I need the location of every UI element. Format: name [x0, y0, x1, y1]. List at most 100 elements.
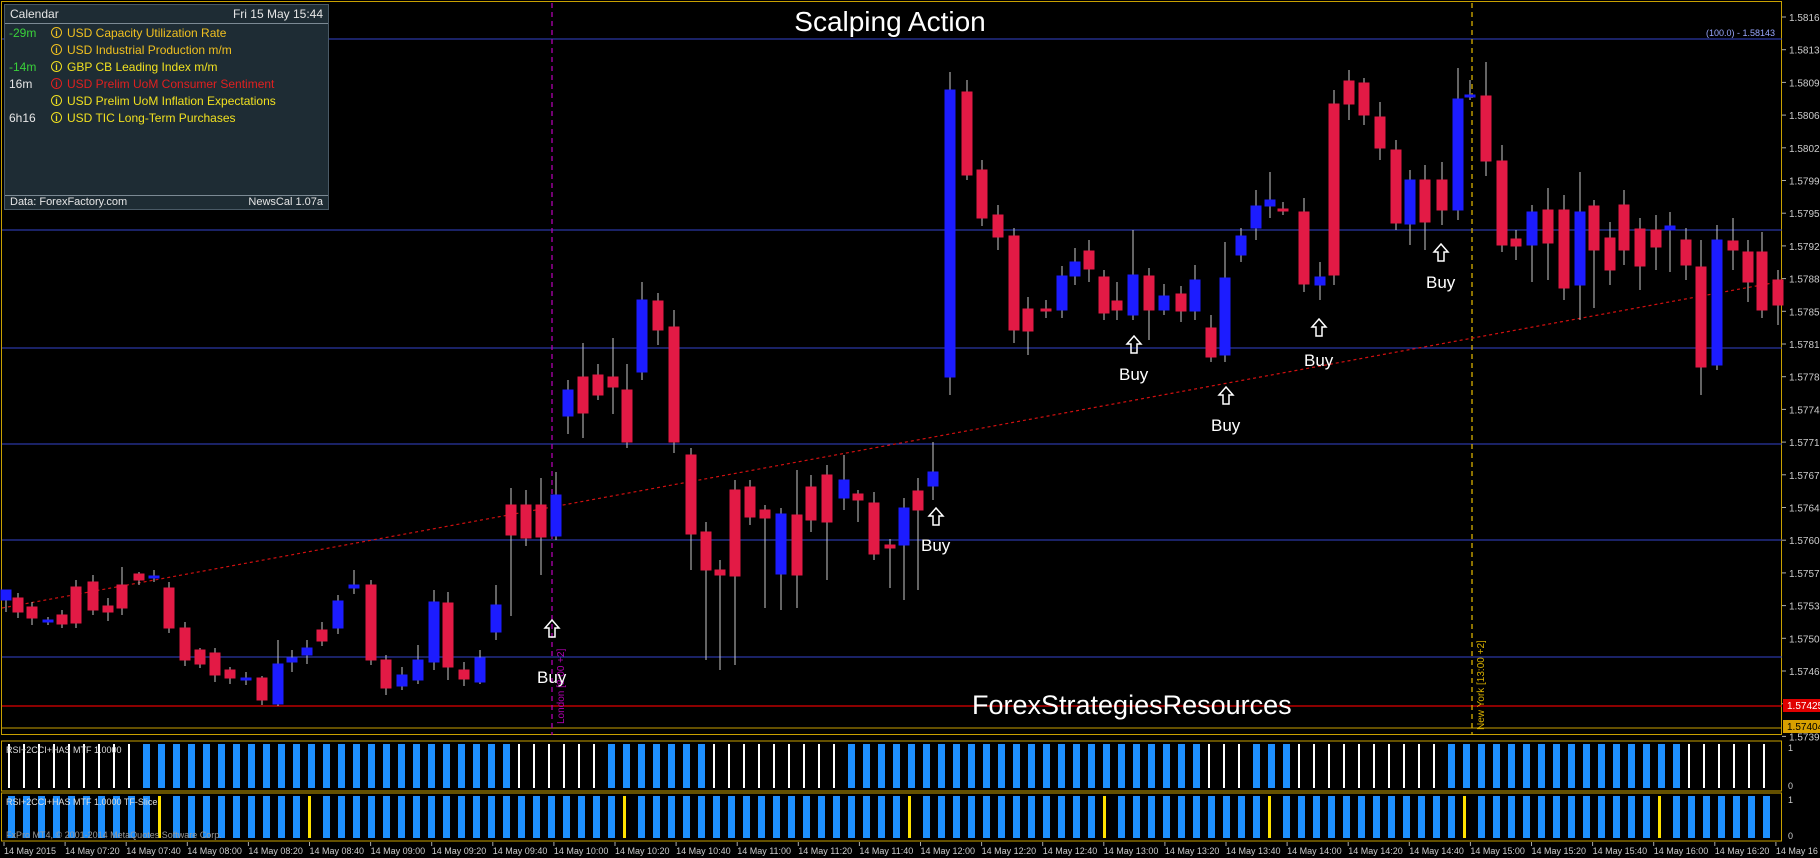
histogram-bar [203, 744, 210, 788]
candle-body [396, 674, 408, 687]
candle-body [927, 471, 939, 487]
histogram-bar [1223, 744, 1225, 788]
time-tick-label: 14 May 08:20 [248, 846, 303, 856]
copyright-text: FxPro MT4, © 2001-2014 MetaQuotes Softwa… [6, 830, 222, 840]
calendar-event-row[interactable]: i USD Prelim UoM Inflation Expectations [5, 92, 328, 109]
histogram-bar [743, 744, 745, 788]
histogram-bar [158, 744, 165, 788]
histogram-bar [1538, 744, 1545, 788]
histogram-bar [1718, 796, 1725, 838]
candle-body [1711, 239, 1723, 366]
histogram-bar [1433, 796, 1440, 838]
low-price-box [1783, 720, 1820, 733]
time-tick-label: 14 May 15:40 [1593, 846, 1648, 856]
price-tick-label: 1.57745 [1789, 405, 1820, 416]
news-calendar-panel[interactable]: Calendar Fri 15 May 15:44 -29m i USD Capac… [4, 4, 329, 210]
histogram-bar [293, 796, 300, 838]
buy-arrow-icon [543, 618, 561, 638]
candle-body [1695, 266, 1707, 368]
histogram-bar [128, 744, 130, 788]
candle-body [1664, 225, 1676, 231]
histogram-bar [773, 744, 775, 788]
time-tick-label: 14 May 13:40 [1226, 846, 1281, 856]
buy-arrow-icon [1217, 385, 1235, 405]
histogram-bar [1118, 796, 1125, 838]
buy-arrow-icon [1310, 317, 1328, 337]
time-tick-label: 14 May 14:00 [1287, 846, 1342, 856]
candle-body [1111, 300, 1123, 311]
histogram-bar [218, 744, 225, 788]
calendar-footer: Data: ForexFactory.com NewsCal 1.07a [5, 195, 328, 209]
price-tick-label: 1.57395 [1789, 732, 1820, 743]
candle-body [1127, 274, 1139, 316]
histogram-bar [323, 796, 330, 838]
london-session-label: London [8:00 +2] [556, 648, 567, 724]
candle-body [42, 619, 54, 623]
histogram-bar [818, 796, 825, 838]
candle-body [1205, 327, 1217, 358]
histogram-bar [1028, 796, 1035, 838]
histogram-bar [758, 744, 760, 788]
candle-body [179, 627, 191, 661]
calendar-event-row[interactable]: 6h16 i USD TIC Long-Term Purchases [5, 109, 328, 126]
calendar-event-row[interactable]: -14m i GBP CB Leading Index m/m [5, 58, 328, 75]
candle-body [1158, 295, 1170, 311]
candle-body [133, 573, 145, 581]
histogram-bar [923, 744, 930, 788]
histogram-bar [98, 744, 100, 788]
time-tick-label: 14 May 15:00 [1470, 846, 1525, 856]
info-icon: i [51, 61, 62, 72]
histogram-bar [1493, 796, 1500, 838]
histogram-bar [1478, 744, 1485, 788]
event-name: USD Capacity Utilization Rate [67, 25, 227, 40]
histogram-bar [1013, 796, 1020, 838]
histogram-bar [1058, 796, 1065, 838]
histogram-bar [1103, 744, 1110, 788]
histogram-bar [1343, 796, 1350, 838]
candle-body [562, 389, 574, 417]
histogram-bar [1268, 796, 1271, 838]
session-markers: London [8:00 +2] New York [13:00 +2] [551, 3, 1487, 735]
time-tick-label: 14 May 10:40 [676, 846, 731, 856]
histogram-bar [1763, 744, 1765, 788]
histogram-bar [383, 744, 390, 788]
candle-body [550, 494, 562, 537]
candle-body [1374, 116, 1386, 149]
histogram-bar [1253, 796, 1260, 838]
histogram-bar [1283, 796, 1290, 838]
histogram-bar [1568, 744, 1575, 788]
calendar-event-row[interactable]: -29m i USD Capacity Utilization Rate [5, 24, 328, 41]
time-tick-label: 14 May 11:40 [859, 846, 913, 856]
buy-arrow-icon [1125, 334, 1143, 354]
indicator-scale-top: 1 [1788, 795, 1793, 805]
histogram-bar [68, 796, 75, 838]
histogram-bar [908, 796, 911, 838]
histogram-bar [998, 744, 1005, 788]
candle-body [1189, 279, 1201, 312]
histogram-bar [353, 744, 360, 788]
candle-body [1328, 103, 1340, 276]
histogram-bar [23, 796, 30, 838]
histogram-bar [683, 744, 690, 788]
buy-arrows [543, 242, 1450, 638]
histogram-bar [1703, 796, 1710, 838]
histogram-bar [518, 796, 525, 838]
candle-body [759, 509, 771, 519]
candle-body [56, 614, 68, 625]
candle-body [652, 300, 664, 331]
candle-body [1618, 204, 1630, 251]
calendar-event-row[interactable]: 16m i USD Prelim UoM Consumer Sentiment [5, 75, 328, 92]
buy-arrow-icon [927, 506, 945, 526]
histogram-bar [1583, 744, 1590, 788]
candle-body [240, 677, 252, 681]
histogram-bar [1733, 744, 1735, 788]
histogram-bar [338, 796, 345, 838]
histogram-bar [1613, 796, 1620, 838]
candle-body [577, 376, 589, 414]
histogram-bar [1418, 744, 1420, 788]
calendar-event-row[interactable]: i USD Industrial Production m/m [5, 41, 328, 58]
histogram-bar [1208, 796, 1215, 838]
histogram-bar [1688, 744, 1690, 788]
candle-body [744, 486, 756, 518]
